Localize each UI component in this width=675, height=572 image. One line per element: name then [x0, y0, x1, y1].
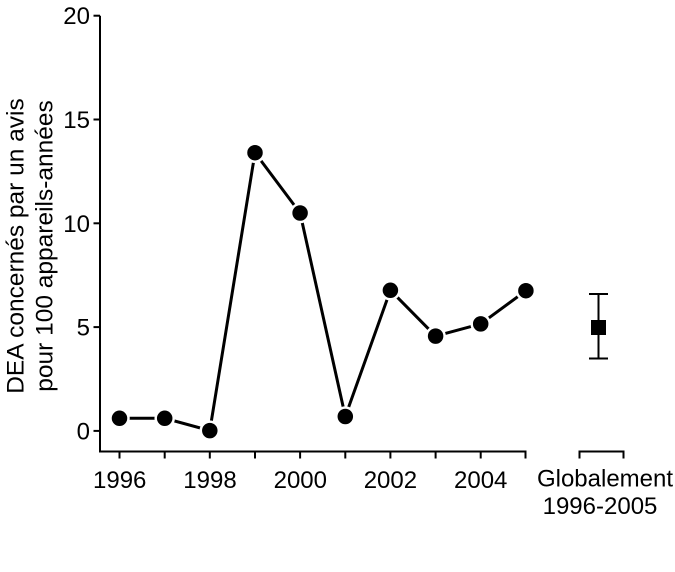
svg-text:15: 15 — [63, 107, 90, 134]
svg-text:0: 0 — [77, 418, 90, 445]
svg-text:1996: 1996 — [93, 467, 146, 494]
svg-text:1996-2005: 1996-2005 — [543, 493, 658, 520]
svg-text:Globalement: Globalement — [537, 466, 673, 493]
svg-text:DEA concernés par un avis: DEA concernés par un avis — [3, 98, 30, 394]
svg-text:10: 10 — [63, 211, 90, 238]
svg-text:5: 5 — [77, 315, 90, 342]
svg-text:2004: 2004 — [454, 467, 507, 494]
svg-text:20: 20 — [63, 3, 90, 30]
svg-text:pour 100 appareils-années: pour 100 appareils-années — [31, 100, 58, 392]
svg-text:2000: 2000 — [274, 467, 327, 494]
svg-text:1998: 1998 — [183, 467, 236, 494]
svg-text:2002: 2002 — [364, 467, 417, 494]
